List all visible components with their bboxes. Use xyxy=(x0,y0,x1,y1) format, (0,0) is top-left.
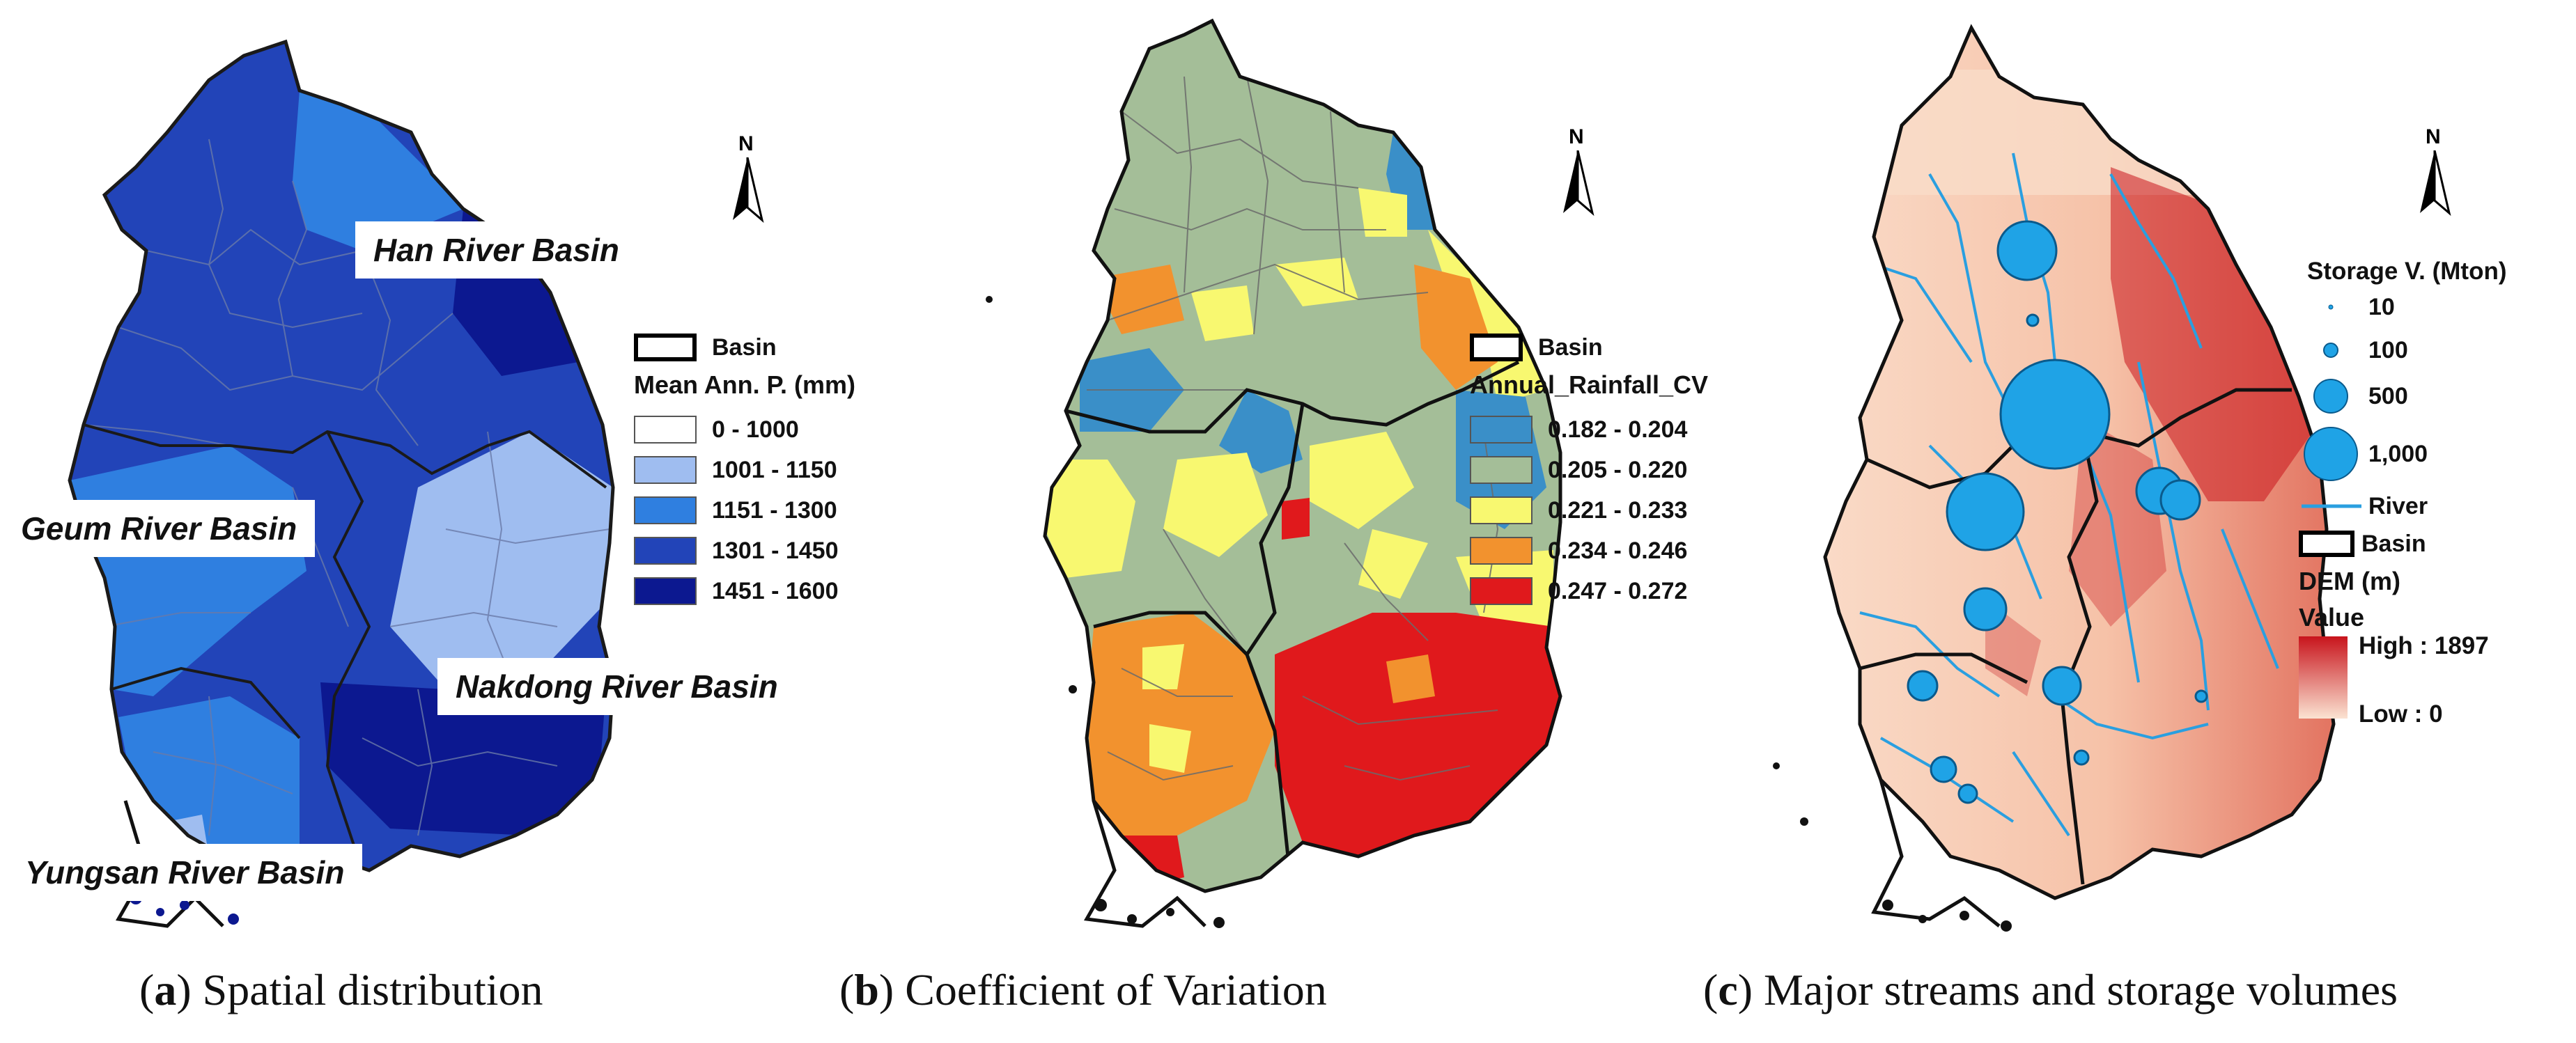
reservoirs xyxy=(1907,220,2208,804)
legend-river-label: River xyxy=(2368,492,2428,519)
legend-storage-label: 500 xyxy=(2368,382,2408,409)
legend-basin-label: Basin xyxy=(712,334,777,361)
legend-title: Annual_Rainfall_CV xyxy=(1470,370,1709,399)
legend-river-row: River xyxy=(2299,487,2507,525)
legend-item: 0.234 - 0.246 xyxy=(1470,531,1708,571)
legend-dem-high: High : 1897 xyxy=(2359,632,2489,659)
label-geum-river-basin: Geum River Basin xyxy=(3,500,316,557)
legend-item: 0.247 - 0.272 xyxy=(1470,571,1708,611)
legend-a: Basin Mean Ann. P. (mm) 0 - 1000 1001 - … xyxy=(634,327,855,611)
legend-item-label: 0.182 - 0.204 xyxy=(1548,416,1688,443)
legend-item: 0 - 1000 xyxy=(634,409,855,450)
legend-basin-row: Basin xyxy=(1470,327,1708,368)
label-yungsan-river-basin: Yungsan River Basin xyxy=(7,844,363,901)
legend-item-label: 1451 - 1600 xyxy=(712,577,839,604)
legend-value-label: Value xyxy=(2299,603,2365,632)
legend-basin-row: Basin xyxy=(2299,525,2507,563)
legend-item: 1301 - 1450 xyxy=(634,531,855,571)
north-arrow-a: N xyxy=(723,132,772,224)
legend-item-label: 0 - 1000 xyxy=(712,416,799,443)
storage-symbol-icon xyxy=(2328,304,2334,310)
legend-storage-label: 100 xyxy=(2368,336,2408,363)
legend-basin-row: Basin xyxy=(634,327,855,368)
caption-b: (b) Coefficient of Variation xyxy=(839,965,1327,1014)
caption-c: (c) Major streams and storage volumes xyxy=(1703,965,2398,1014)
legend-b: Basin Annual_Rainfall_CV 0.182 - 0.204 0… xyxy=(1470,327,1708,611)
label-nakdong-river-basin: Nakdong River Basin xyxy=(437,658,796,715)
legend-storage-item: 500 xyxy=(2299,372,2507,421)
legend-item-label: 1001 - 1150 xyxy=(712,456,837,483)
caption-text: ) Spatial distribution xyxy=(176,965,543,1014)
legend-item: 1451 - 1600 xyxy=(634,571,855,611)
dem-colorbar-row: High : 1897 Low : 0 xyxy=(2299,632,2507,730)
legend-item: 1151 - 1300 xyxy=(634,490,855,531)
storage-symbol-icon xyxy=(2323,343,2338,358)
legend-item-label: 0.221 - 0.233 xyxy=(1548,496,1688,524)
legend-dem-title: DEM (m) xyxy=(2299,567,2400,595)
legend-dem-low: Low : 0 xyxy=(2359,700,2443,728)
legend-item-label: 0.247 - 0.272 xyxy=(1548,577,1688,604)
north-arrow-icon xyxy=(2420,150,2451,217)
map-a-precipitation xyxy=(0,0,857,928)
legend-item-label: 0.234 - 0.246 xyxy=(1548,537,1688,564)
panel-b: N Basin Annual_Rainfall_CV 0.182 - 0.204… xyxy=(839,0,1721,1043)
north-arrow-b: N xyxy=(1553,125,1602,217)
caption-letter: a xyxy=(154,965,177,1014)
legend-storage-item: 10 xyxy=(2299,285,2507,329)
legend-storage-item: 1,000 xyxy=(2299,421,2507,487)
caption-text: ) Major streams and storage volumes xyxy=(1737,965,2398,1014)
north-arrow-icon xyxy=(1563,150,1595,217)
legend-item: 0.221 - 0.233 xyxy=(1470,490,1708,531)
legend-item-label: 1301 - 1450 xyxy=(712,537,839,564)
caption-text: ) Coefficient of Variation xyxy=(878,965,1327,1014)
north-label: N xyxy=(738,132,754,155)
storage-symbol-icon xyxy=(2304,427,2358,481)
legend-item: 0.182 - 0.204 xyxy=(1470,409,1708,450)
legend-storage-title: Storage V. (Mton) xyxy=(2307,258,2507,285)
legend-storage-label: 1,000 xyxy=(2368,440,2428,467)
map-c-dem-streams xyxy=(1773,0,2576,932)
north-label: N xyxy=(2426,125,2441,148)
dem-colorbar xyxy=(2299,636,2348,719)
caption-letter: b xyxy=(854,965,879,1014)
north-arrow-icon xyxy=(733,157,764,224)
legend-item: 0.205 - 0.220 xyxy=(1470,450,1708,490)
legend-item-label: 1151 - 1300 xyxy=(712,496,837,524)
panel-a: N Han River Basin Geum River Basin Nakdo… xyxy=(0,0,857,1043)
caption-a: (a) Spatial distribution xyxy=(139,965,543,1014)
legend-storage-label: 10 xyxy=(2368,293,2395,320)
river-line-icon xyxy=(2302,504,2361,508)
legend-title: Mean Ann. P. (mm) xyxy=(634,370,856,399)
label-han-river-basin: Han River Basin xyxy=(355,221,637,279)
panel-c: N Storage V. (Mton) 10 100 500 1,000 Riv… xyxy=(1703,0,2576,1043)
legend-basin-label: Basin xyxy=(2361,530,2426,557)
legend-c: Storage V. (Mton) 10 100 500 1,000 River… xyxy=(2299,258,2507,730)
legend-basin-label: Basin xyxy=(1538,334,1603,361)
legend-item: 1001 - 1150 xyxy=(634,450,855,490)
caption-letter: c xyxy=(1718,965,1738,1014)
north-label: N xyxy=(1569,125,1584,148)
legend-storage-item: 100 xyxy=(2299,329,2507,372)
north-arrow-c: N xyxy=(2410,125,2459,217)
storage-symbol-icon xyxy=(2313,379,2348,414)
legend-item-label: 0.205 - 0.220 xyxy=(1548,456,1688,483)
